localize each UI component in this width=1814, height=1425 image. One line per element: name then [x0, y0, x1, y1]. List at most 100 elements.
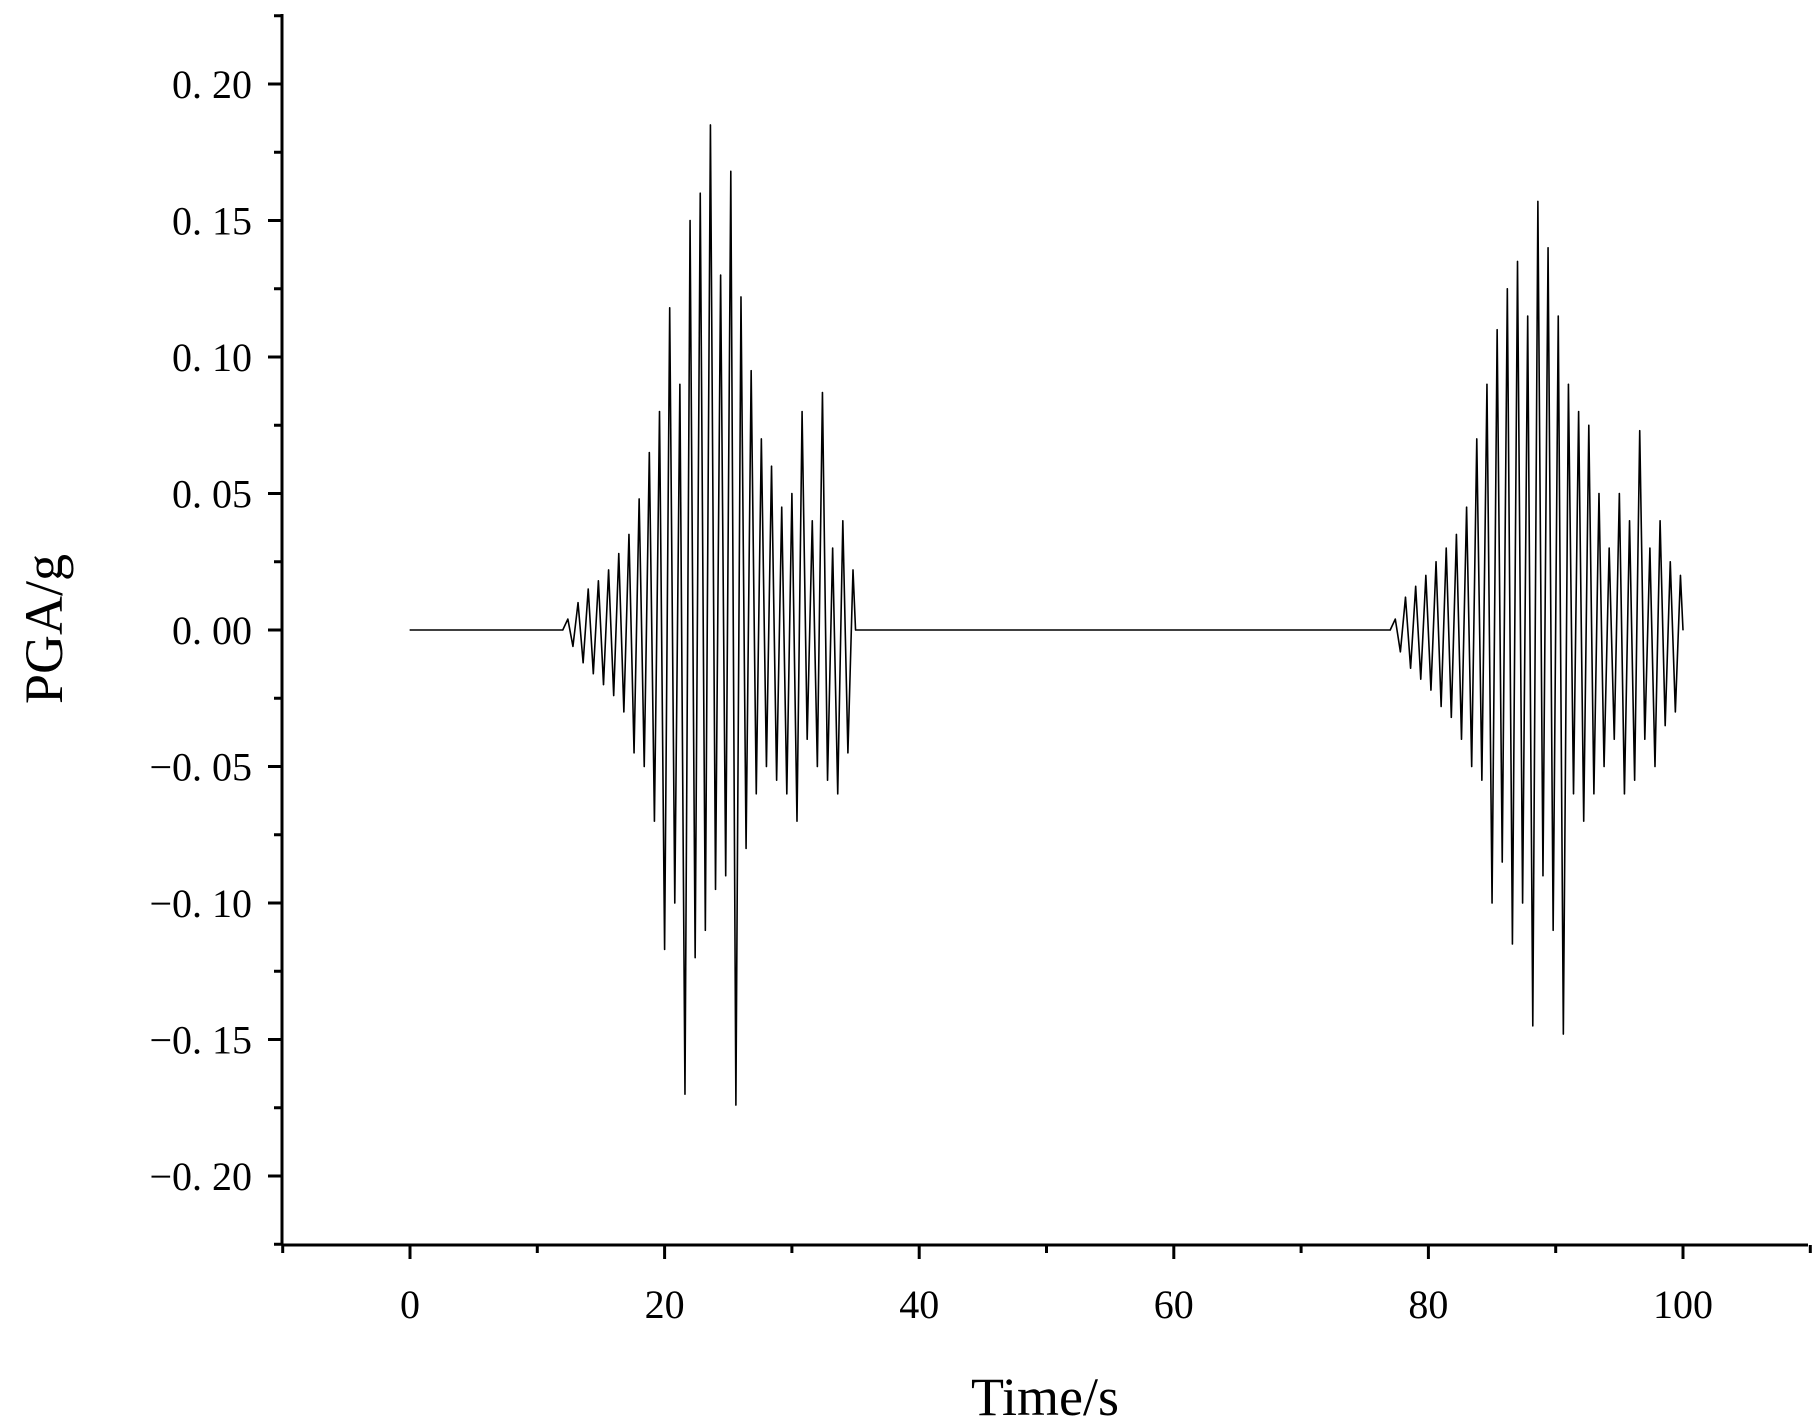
data-point	[1603, 765, 1605, 768]
data-point	[694, 957, 696, 959]
data-point	[1542, 875, 1544, 877]
data-point	[1674, 711, 1676, 713]
data-point	[770, 465, 773, 467]
y-tick-label: −0. 15	[149, 1018, 252, 1063]
data-point	[1557, 315, 1559, 317]
data-point	[1491, 902, 1493, 904]
data-point	[1496, 329, 1498, 331]
data-point	[1506, 288, 1508, 290]
data-point	[1445, 547, 1447, 549]
x-tick-label: 20	[645, 1282, 685, 1327]
data-point	[1511, 943, 1514, 945]
data-point	[689, 219, 691, 222]
data-point	[842, 520, 844, 522]
data-point	[852, 569, 854, 571]
data-point	[1583, 820, 1585, 822]
y-tick-label: −0. 10	[149, 881, 252, 926]
data-point	[1567, 383, 1570, 385]
data-point	[1537, 200, 1539, 202]
data-point	[638, 498, 640, 500]
data-point	[597, 580, 600, 582]
data-point	[1552, 929, 1554, 931]
data-point	[760, 438, 762, 440]
data-point	[1598, 492, 1600, 495]
data-point	[1460, 738, 1463, 740]
data-point	[409, 629, 411, 631]
data-point	[720, 274, 722, 276]
data-point	[837, 793, 839, 795]
data-point	[679, 383, 681, 385]
data-point	[1404, 596, 1407, 598]
data-point	[765, 765, 768, 768]
data-point	[1486, 383, 1488, 385]
data-point	[1623, 793, 1626, 795]
data-point	[832, 547, 834, 549]
data-point	[1644, 738, 1646, 740]
data-point	[1415, 585, 1417, 587]
data-point	[592, 673, 594, 675]
data-point	[1618, 492, 1620, 495]
data-point	[1476, 438, 1478, 440]
data-point	[1440, 705, 1442, 708]
data-point	[562, 629, 564, 631]
data-point	[664, 948, 666, 951]
data-point	[1572, 793, 1575, 795]
data-point	[1465, 506, 1468, 508]
data-point	[674, 902, 676, 904]
data-point	[567, 618, 569, 620]
data-point	[714, 888, 717, 890]
data-point	[607, 569, 610, 571]
data-point	[699, 192, 701, 194]
data-point	[1608, 547, 1610, 549]
series-line	[410, 124, 1684, 1106]
data-point	[740, 296, 742, 298]
data-point	[653, 820, 656, 822]
data-point	[1664, 724, 1666, 727]
data-point	[628, 533, 630, 536]
data-point	[1455, 533, 1458, 536]
data-point	[1639, 430, 1641, 432]
data-point	[602, 684, 605, 686]
data-point	[806, 738, 808, 740]
data-point	[572, 645, 574, 647]
data-point	[847, 752, 849, 754]
data-point	[1435, 561, 1437, 563]
data-point	[745, 847, 747, 850]
y-tick-label: −0. 05	[149, 745, 252, 790]
x-axis-title: Time/s	[971, 1367, 1119, 1425]
data-point	[1669, 561, 1671, 563]
data-point	[755, 793, 757, 795]
data-point	[801, 411, 803, 413]
data-point	[811, 520, 813, 522]
data-point	[1613, 738, 1615, 740]
data-point	[1634, 779, 1636, 781]
data-point	[1389, 629, 1391, 631]
data-point	[1682, 629, 1684, 631]
data-point	[582, 662, 584, 664]
data-point	[1679, 574, 1682, 577]
data-point	[633, 752, 635, 754]
y-tick-label: 0. 20	[172, 62, 252, 107]
data-point	[1425, 574, 1427, 577]
data-point	[730, 170, 732, 172]
data-point	[1420, 678, 1422, 680]
y-tick-label: 0. 10	[172, 335, 252, 380]
data-point	[618, 552, 620, 555]
data-point	[684, 1093, 686, 1095]
y-tick-label: 0. 05	[172, 472, 252, 517]
data-point	[1588, 424, 1590, 426]
data-point	[658, 411, 661, 413]
data-point	[1532, 1025, 1534, 1027]
data-point	[1649, 547, 1651, 549]
x-tick-label: 0	[400, 1282, 420, 1327]
data-point	[1522, 902, 1524, 904]
data-point	[648, 451, 650, 454]
data-point	[1471, 765, 1473, 768]
data-point	[776, 779, 778, 781]
data-point	[1409, 667, 1412, 669]
data-point	[1659, 520, 1661, 522]
data-point	[1394, 618, 1396, 620]
x-tick-label: 40	[899, 1282, 939, 1327]
data-point	[623, 711, 625, 713]
